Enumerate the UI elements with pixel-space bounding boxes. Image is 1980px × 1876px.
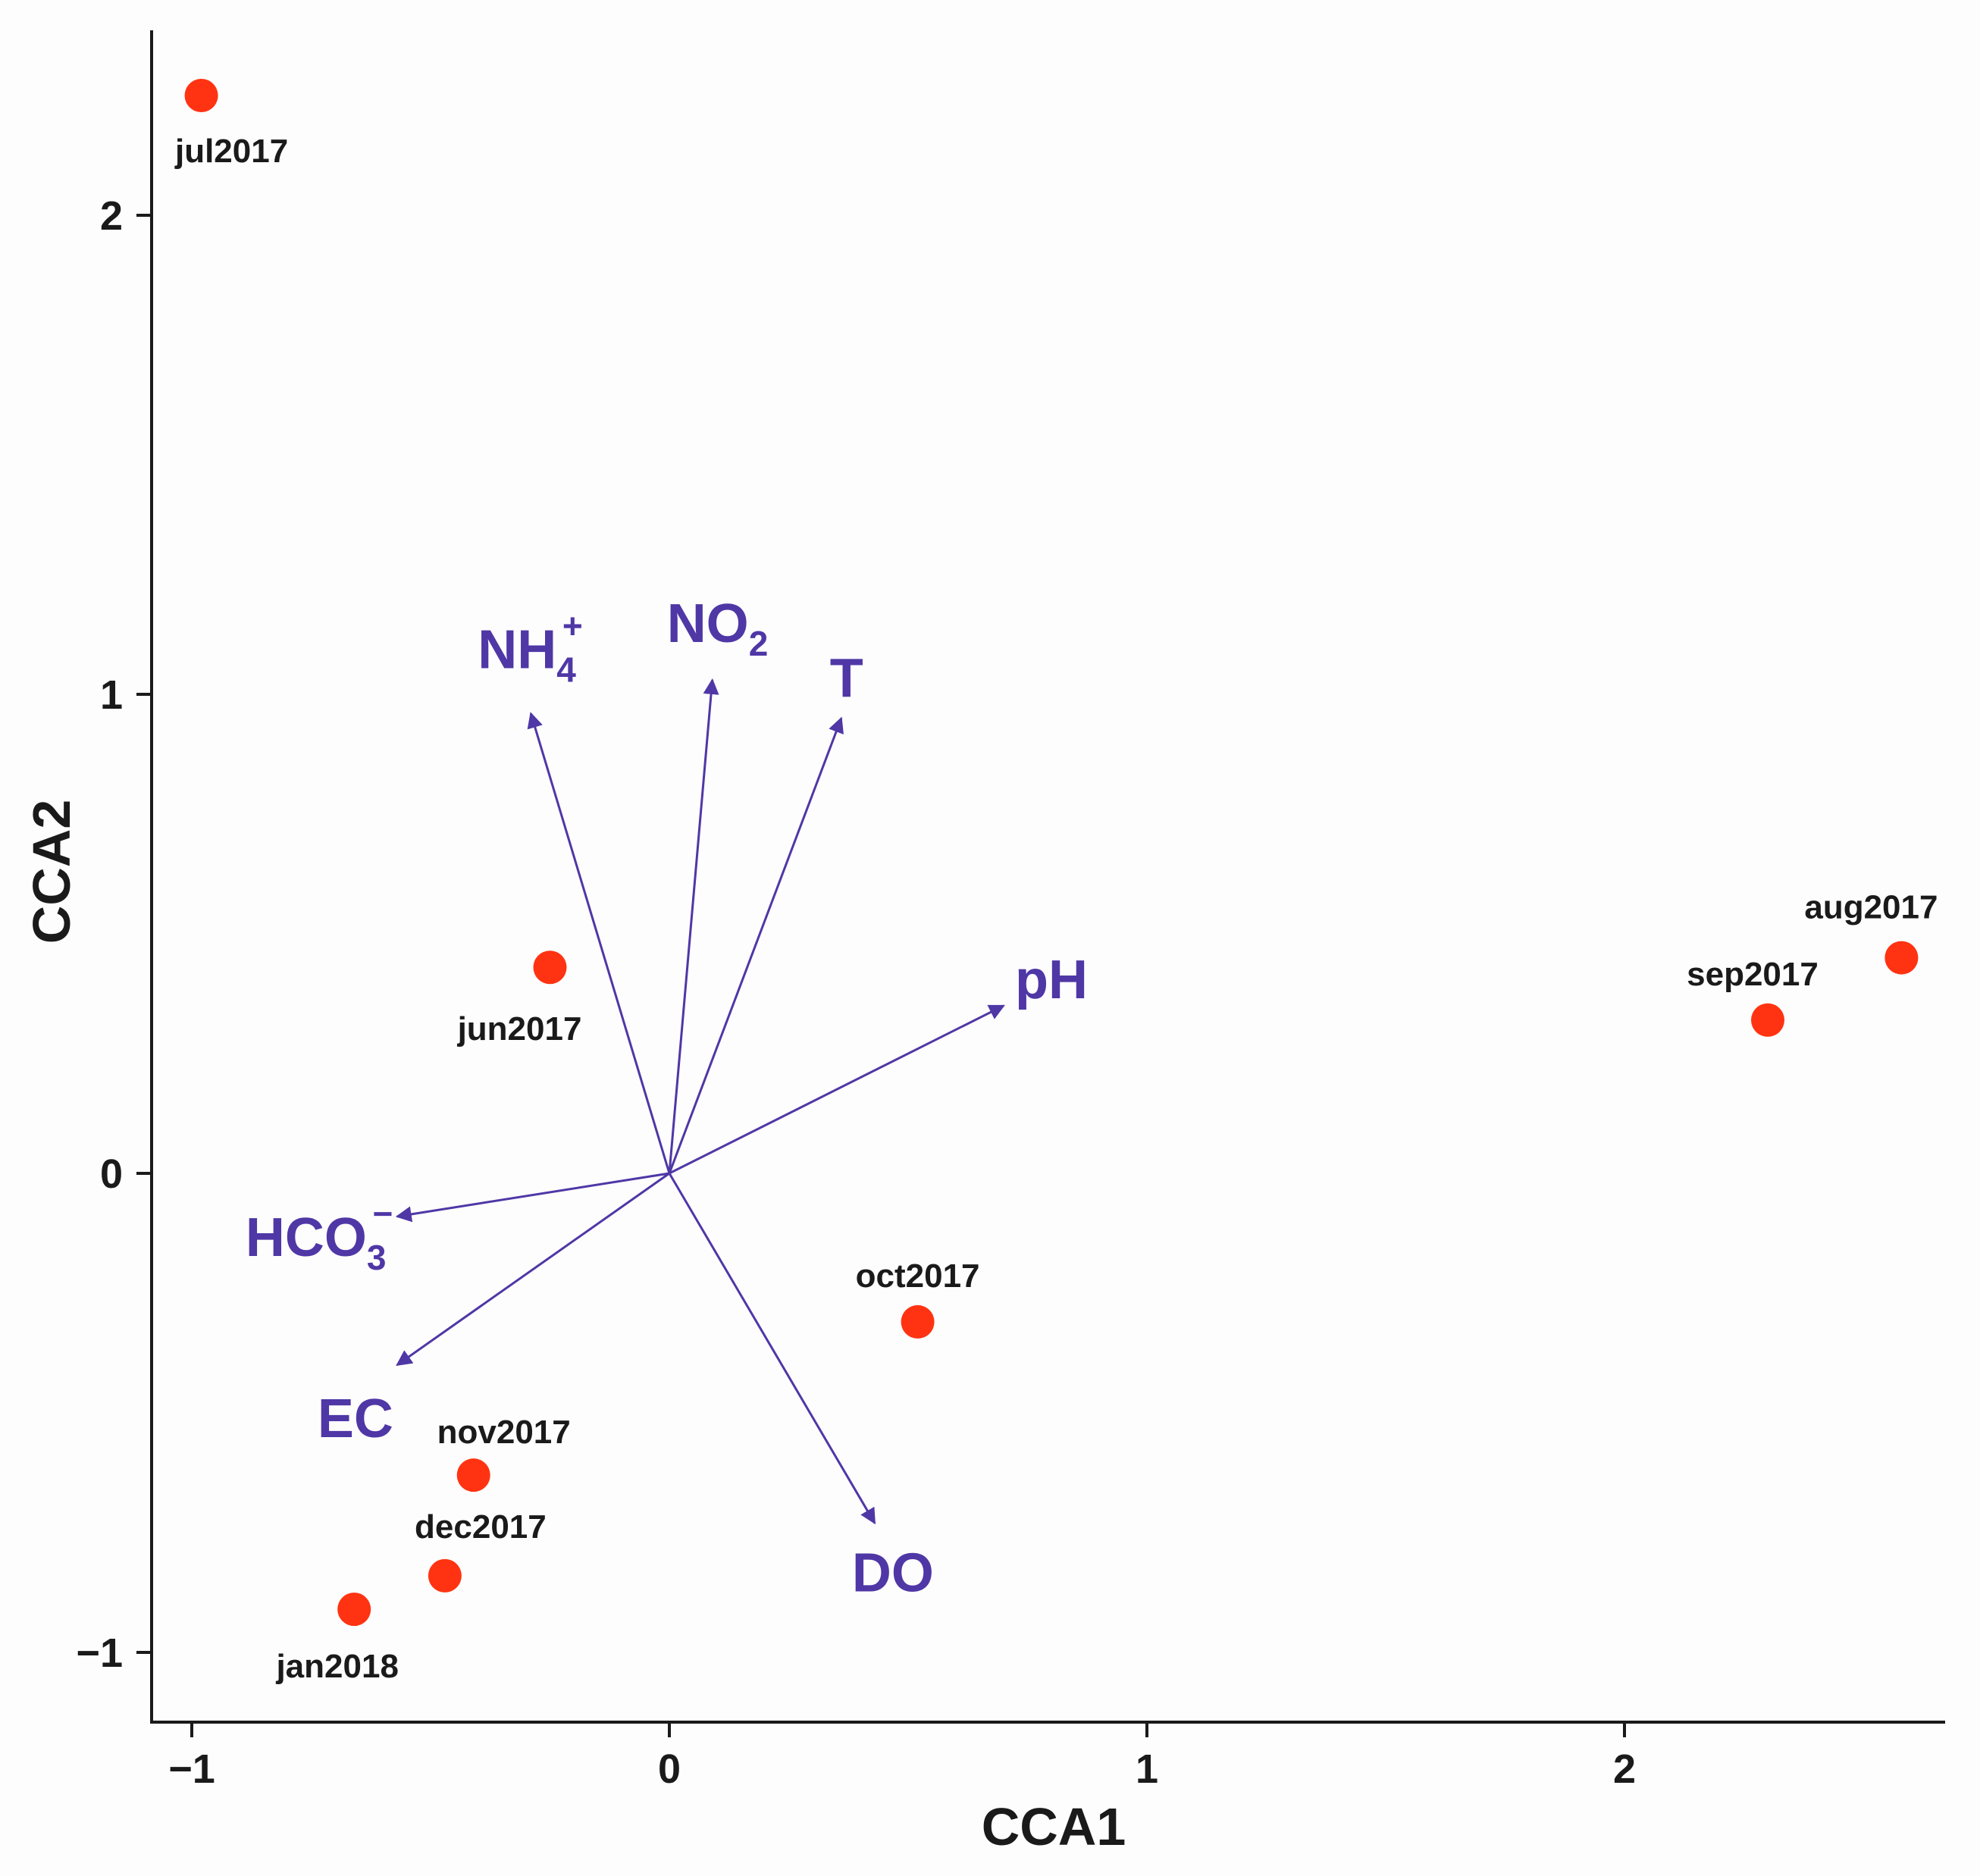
site-label-aug2017: aug2017 [1804,889,1938,926]
site-point-aug2017 [1884,941,1919,975]
site-label-oct2017: oct2017 [856,1257,980,1295]
x-tick-label: 2 [1613,1746,1636,1792]
x-tick-label: −1 [168,1746,215,1792]
site-point-jul2017 [184,79,218,112]
site-label-nov2017: nov2017 [437,1414,571,1451]
vector-label-t: T [830,649,863,709]
vector-label-hco3: HCO3− [246,1194,393,1277]
site-label-dec2017: dec2017 [415,1508,547,1546]
site-points: jul2017 jun2017 aug2017 sep2017 oct2017 nov20… [174,79,1938,1685]
y-tick-label: 1 [100,672,123,718]
environmental-vectors: NH4+ NO2 TpH HCO3− EC DO [246,593,1088,1603]
vector-label-nh4: NH4+ [478,606,582,689]
vector-arrow-t [668,716,844,1174]
site-point-oct2017 [901,1304,935,1339]
x-tick-label: 0 [658,1746,681,1792]
vector-arrow-ph [669,1004,1005,1175]
axes [150,30,1945,1724]
x-axis-ticks: −1 0 1 2 [168,1722,1636,1792]
site-point-jan2018 [337,1593,371,1627]
vector-arrow-do [668,1173,876,1525]
vector-arrow-no2 [668,678,719,1174]
y-axis-ticks: −1 0 1 2 [76,193,152,1676]
site-label-jul2017: jul2017 [174,133,288,170]
y-tick-label: −1 [76,1630,123,1676]
site-label-sep2017: sep2017 [1687,956,1819,993]
y-tick-label: 2 [100,193,123,239]
vector-arrow-nh4 [527,712,671,1174]
x-tick-label: 1 [1136,1746,1158,1792]
vector-label-do: DO [852,1542,934,1603]
site-label-jan2018: jan2018 [275,1648,398,1685]
vector-arrow-ec [396,1172,670,1367]
site-point-dec2017 [428,1558,462,1593]
vector-label-no2: NO2 [667,593,769,663]
vector-arrow-hco3 [395,1172,670,1223]
y-axis-title: CCA2 [22,800,81,944]
x-axis-title: CCA1 [982,1797,1126,1856]
site-point-nov2017 [456,1458,490,1492]
y-tick-label: 0 [100,1151,123,1197]
site-label-jun2017: jun2017 [457,1010,582,1048]
site-point-sep2017 [1751,1003,1784,1037]
site-point-jun2017 [533,951,567,985]
vector-label-ec: EC [318,1389,393,1449]
vector-label-ph: pH [1015,950,1088,1010]
